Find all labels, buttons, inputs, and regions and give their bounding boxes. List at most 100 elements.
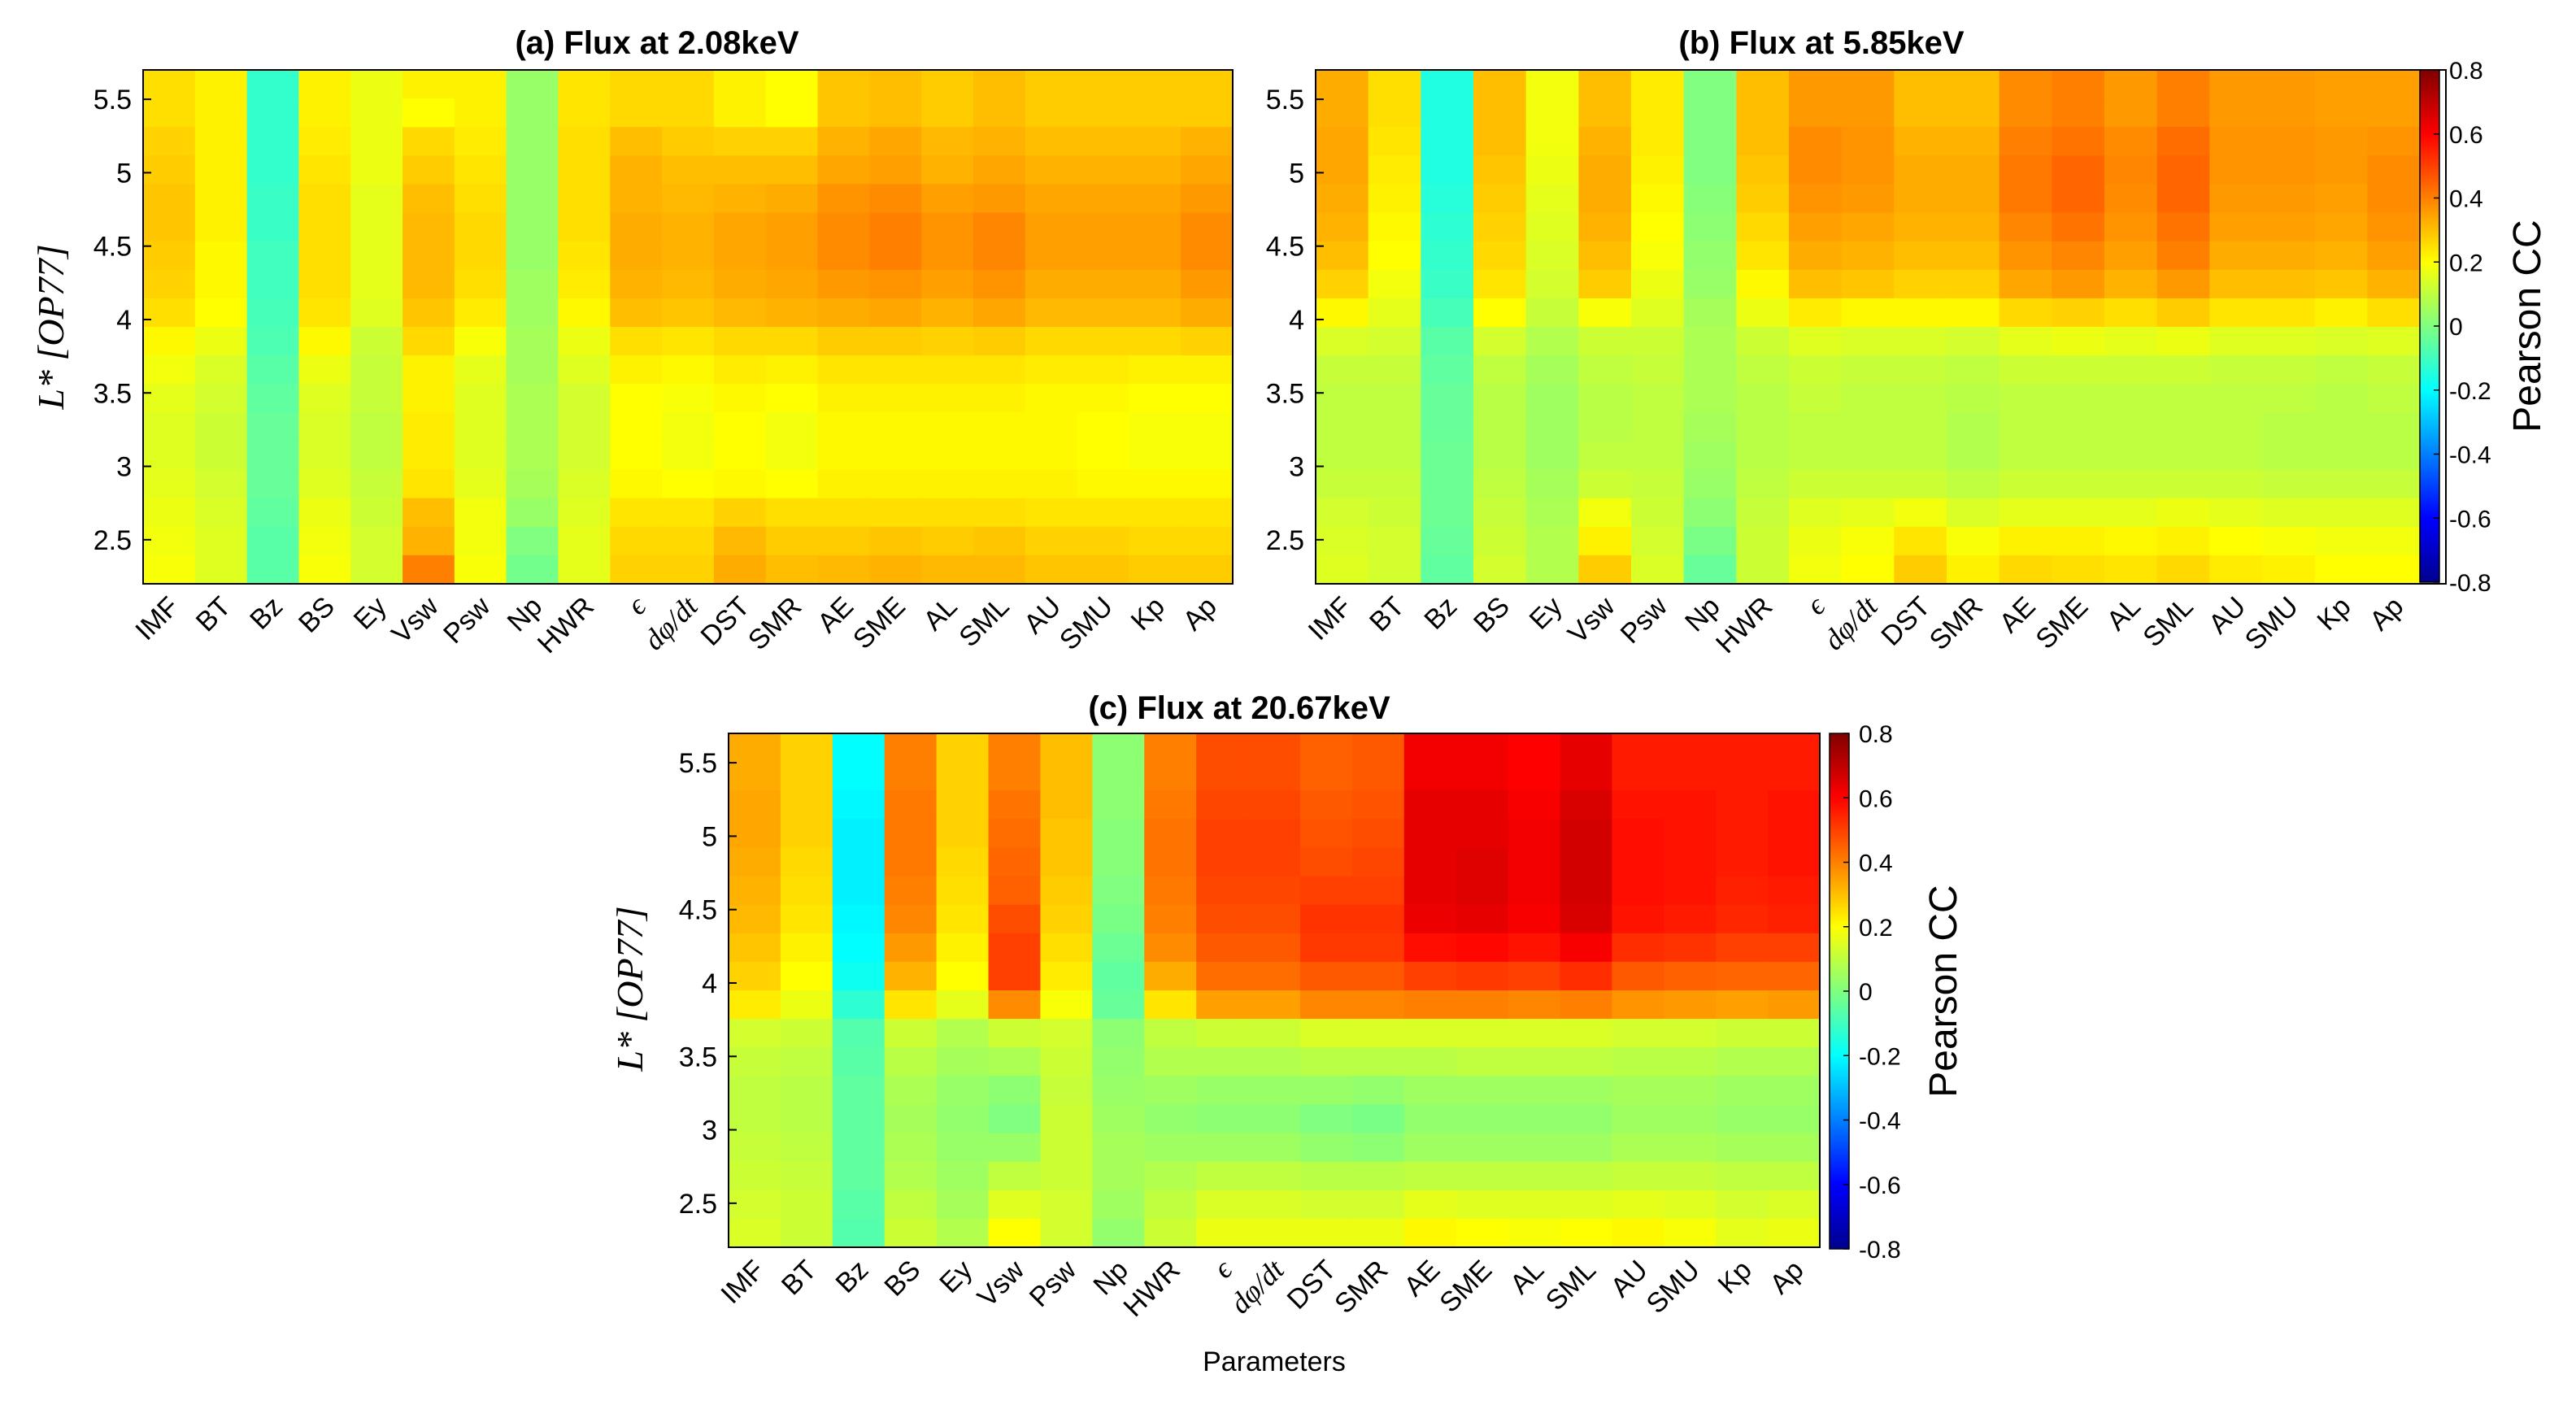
heatmap-cell [1578, 469, 1632, 499]
heatmap-cell [2314, 384, 2368, 413]
heatmap-cell [1129, 155, 1181, 185]
heatmap-cell [1894, 298, 1947, 328]
heatmap-cell [1368, 469, 1421, 499]
heatmap-cell [884, 1104, 938, 1134]
heatmap-cell [610, 355, 663, 385]
heatmap-cell [2156, 441, 2210, 471]
heatmap-cell [1196, 847, 1249, 877]
heatmap-cell [713, 98, 767, 128]
heatmap-cell [1181, 184, 1234, 214]
heatmap-cell [1508, 733, 1561, 763]
heatmap-cell [1299, 819, 1353, 849]
heatmap-cell [454, 212, 507, 242]
heatmap-cell [1421, 184, 1474, 214]
heatmap-cell [2367, 469, 2421, 499]
heatmap-cell [921, 412, 974, 442]
heatmap-cell [1196, 1019, 1249, 1048]
heatmap-cell [2314, 469, 2368, 499]
heatmap-cell [1508, 904, 1561, 934]
heatmap-cell [1077, 498, 1129, 528]
y-tick-label: 4 [116, 305, 132, 336]
heatmap-cell [1144, 1019, 1197, 1048]
heatmap-cell [765, 555, 819, 585]
heatmap-cell [1560, 1047, 1612, 1077]
heatmap-cell [506, 98, 559, 128]
heatmap-cell [1456, 847, 1509, 877]
x-tick-label: HWR [1118, 1255, 1186, 1323]
heatmap-cell [1025, 441, 1078, 471]
heatmap-cell [1664, 1218, 1717, 1248]
heatmap-cell [921, 384, 974, 413]
heatmap-cell [1768, 847, 1821, 877]
heatmap-cell [869, 355, 922, 385]
heatmap-cell [298, 184, 351, 214]
heatmap-cell [1789, 498, 1843, 528]
heatmap-cell [1683, 355, 1737, 385]
heatmap-cell [350, 355, 403, 385]
x-tick-label: SME [1434, 1255, 1498, 1319]
heatmap-cell [1525, 355, 1579, 385]
heatmap-cell [2262, 269, 2316, 299]
heatmap-cell [729, 1218, 781, 1248]
heatmap-cell [729, 961, 781, 991]
heatmap-cell [1947, 127, 2000, 156]
heatmap-cell [2052, 555, 2105, 585]
heatmap-cell [1077, 98, 1129, 128]
colorbar-tick-label: 0 [2449, 314, 2463, 341]
heatmap-cell [2052, 355, 2105, 385]
heatmap-cell [2314, 70, 2368, 99]
heatmap-cell [662, 298, 715, 328]
heatmap-cell [1999, 441, 2052, 471]
heatmap-cell [729, 790, 781, 820]
heatmap-cell [143, 212, 196, 242]
heatmap-cell [832, 790, 886, 820]
heatmap-cell [973, 355, 1026, 385]
x-tick-label: Bz [1418, 591, 1463, 636]
heatmap-cell [1368, 384, 1421, 413]
heatmap-cell [1894, 70, 1947, 99]
heatmap-cell [1578, 241, 1632, 271]
heatmap-cell [1578, 127, 1632, 156]
heatmap-cell [1999, 127, 2052, 156]
heatmap-cell [1316, 498, 1369, 528]
heatmap-cell [1351, 1019, 1405, 1048]
heatmap-cell [2104, 98, 2158, 128]
heatmap-cell [1664, 819, 1717, 849]
heatmap-cell [1716, 1019, 1769, 1048]
heatmap-cell [1947, 555, 2000, 585]
heatmap-cell [988, 1218, 1042, 1248]
heatmap-cell [780, 1047, 833, 1077]
heatmap-cell [1351, 1161, 1405, 1191]
heatmap-cell [2209, 241, 2263, 271]
heatmap-cell [832, 990, 886, 1020]
heatmap-cell [1841, 555, 1895, 585]
heatmap-cell [832, 733, 886, 763]
heatmap-cell [729, 762, 781, 791]
heatmap-cell [832, 1161, 886, 1191]
x-tick-label: SMR [742, 591, 807, 656]
colorbar-tick-label: 0.2 [1859, 915, 1893, 942]
heatmap-cell [506, 355, 559, 385]
heatmap-cell [1560, 1133, 1612, 1163]
heatmap-cell [713, 498, 767, 528]
x-tick-label: BS [1468, 591, 1516, 639]
heatmap-cell [298, 70, 351, 99]
heatmap-cell [1716, 847, 1769, 877]
heatmap-cell [1841, 155, 1895, 185]
heatmap-cell [1421, 212, 1474, 242]
heatmap-cell [1040, 1019, 1093, 1048]
heatmap-cell [2262, 327, 2316, 356]
heatmap-cell [1841, 498, 1895, 528]
heatmap-cell [1368, 441, 1421, 471]
heatmap-cell [921, 441, 974, 471]
heatmap-cell [1631, 469, 1685, 499]
heatmap-cell [1631, 70, 1685, 99]
heatmap-cell [1525, 269, 1579, 299]
heatmap-cell [454, 469, 507, 499]
heatmap-cell [2104, 384, 2158, 413]
heatmap-cell [246, 441, 300, 471]
heatmap-cell [1196, 904, 1249, 934]
heatmap-cell [558, 355, 611, 385]
y-tick-label: 4 [702, 968, 717, 999]
